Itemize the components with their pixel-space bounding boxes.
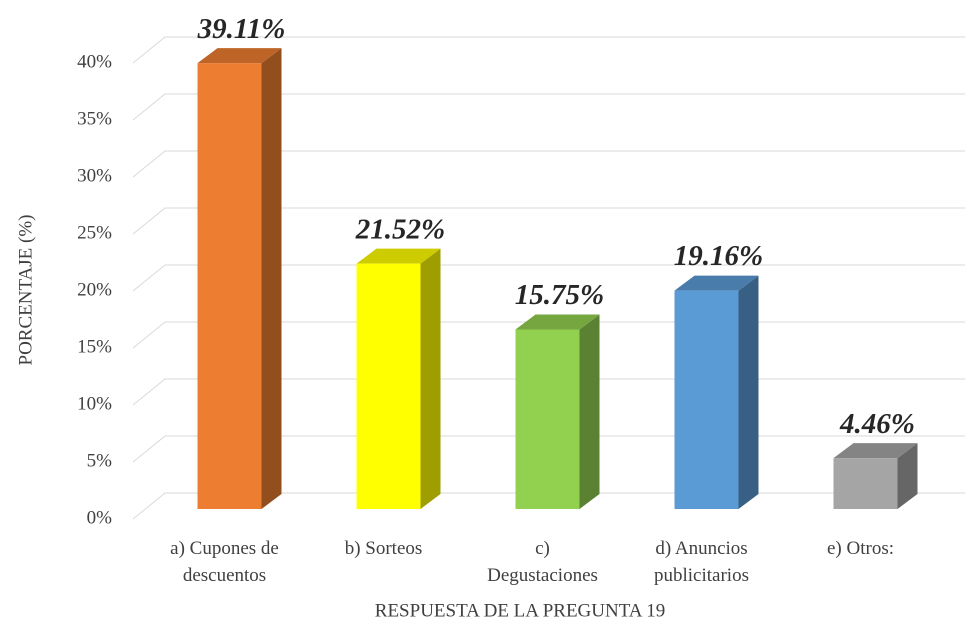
grid-line xyxy=(132,264,965,292)
y-tick-label: 15% xyxy=(77,336,112,357)
bar-front xyxy=(356,263,421,509)
value-label: 15.75% xyxy=(515,279,604,311)
bar xyxy=(197,48,282,510)
bar xyxy=(833,443,918,509)
y-tick-label: 5% xyxy=(87,450,113,471)
y-axis-title: PORCENTAJE (%) xyxy=(15,215,36,366)
y-tick-label: 40% xyxy=(77,51,112,72)
x-tick-label: b) Sorteos xyxy=(345,538,423,559)
y-tick-label: 35% xyxy=(77,108,112,129)
bar-side xyxy=(579,314,600,509)
y-tick-label: 10% xyxy=(77,393,112,414)
value-label: 39.11% xyxy=(197,13,286,45)
grid-line xyxy=(132,150,965,178)
bar xyxy=(356,248,441,509)
x-tick-label: d) Anuncios publicitarios xyxy=(654,538,749,586)
bar-front xyxy=(515,329,580,509)
y-tick-label: 30% xyxy=(77,165,112,186)
value-label: 21.52% xyxy=(355,213,445,245)
value-label: 4.46% xyxy=(839,408,915,440)
value-label: 19.16% xyxy=(674,240,763,272)
bar-front xyxy=(674,290,739,509)
x-tick-label: c) Degustaciones xyxy=(487,538,598,586)
grid-line xyxy=(132,36,965,64)
bar-side xyxy=(897,443,918,509)
bar-side xyxy=(420,248,441,509)
bar-top xyxy=(197,48,282,64)
bar-top xyxy=(833,443,918,459)
bar-top xyxy=(515,314,600,330)
bar-front xyxy=(197,63,262,510)
y-tick-label: 25% xyxy=(77,222,112,243)
x-axis-title: RESPUESTA DE LA PREGUNTA 19 xyxy=(375,600,665,621)
bar xyxy=(515,314,600,509)
bar-top xyxy=(674,275,759,291)
bar-side xyxy=(261,48,282,510)
x-tick-label: e) Otros: xyxy=(827,538,894,559)
grid-line xyxy=(132,207,965,235)
y-tick-label: 0% xyxy=(87,507,113,528)
y-tick-label: 20% xyxy=(77,279,112,300)
x-tick-label: a) Cupones de descuentos xyxy=(170,538,279,586)
bar xyxy=(674,275,759,509)
bar-top xyxy=(356,248,441,264)
bar-front xyxy=(833,458,898,509)
grid-line xyxy=(132,93,965,121)
bar-side xyxy=(738,275,759,509)
